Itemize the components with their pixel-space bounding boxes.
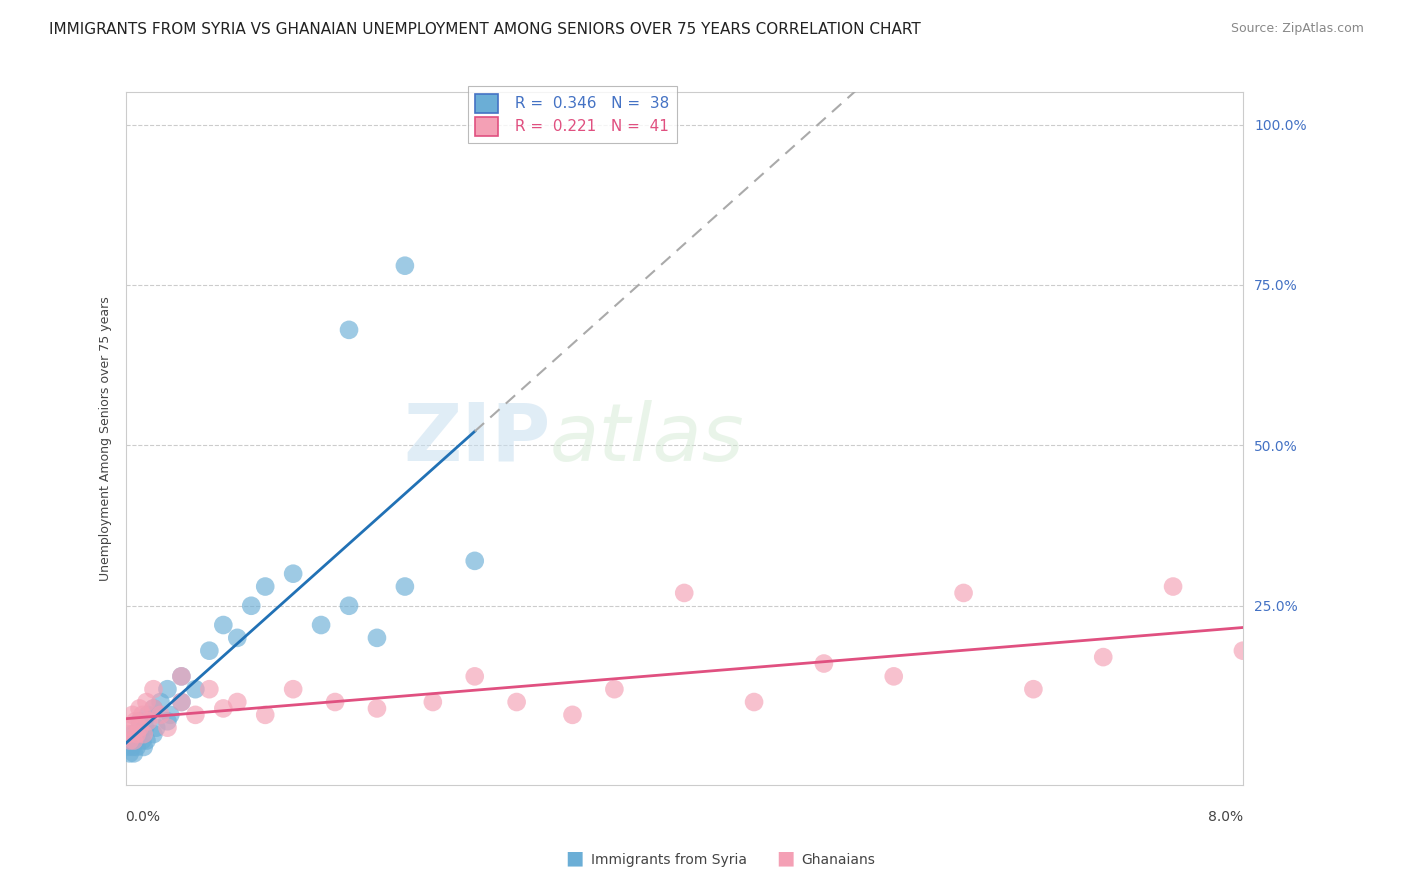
Y-axis label: Unemployment Among Seniors over 75 years: Unemployment Among Seniors over 75 years xyxy=(100,296,112,582)
Point xyxy=(240,599,263,613)
Point xyxy=(142,682,165,697)
Point xyxy=(132,739,155,754)
Point xyxy=(132,727,155,741)
Point xyxy=(1092,650,1115,665)
Point xyxy=(283,566,305,581)
Point xyxy=(131,733,153,747)
Point xyxy=(394,259,416,273)
Point xyxy=(135,733,157,747)
Text: Immigrants from Syria: Immigrants from Syria xyxy=(591,853,747,867)
Point xyxy=(124,733,146,747)
Point xyxy=(212,701,235,715)
Point xyxy=(120,733,142,747)
Point xyxy=(337,323,360,337)
Point xyxy=(121,707,143,722)
Point xyxy=(337,599,360,613)
Point xyxy=(128,721,150,735)
Point xyxy=(212,618,235,632)
Point xyxy=(1232,643,1254,657)
Point xyxy=(145,721,167,735)
Point xyxy=(124,714,146,729)
Text: 0.0%: 0.0% xyxy=(125,810,160,823)
Point xyxy=(120,721,142,735)
Point xyxy=(128,714,150,729)
Point xyxy=(813,657,835,671)
Point xyxy=(156,721,179,735)
Point xyxy=(170,669,193,683)
Point xyxy=(561,707,583,722)
Point xyxy=(122,747,145,761)
Point xyxy=(159,707,181,722)
Point xyxy=(142,727,165,741)
Text: 8.0%: 8.0% xyxy=(1208,810,1243,823)
Point xyxy=(184,707,207,722)
Point xyxy=(742,695,765,709)
Point xyxy=(422,695,444,709)
Point xyxy=(149,707,172,722)
Point xyxy=(125,727,148,741)
Point xyxy=(142,701,165,715)
Text: ■: ■ xyxy=(565,848,583,867)
Point xyxy=(134,721,156,735)
Point xyxy=(1161,580,1184,594)
Point xyxy=(117,727,139,741)
Point xyxy=(226,695,249,709)
Point xyxy=(464,669,486,683)
Point xyxy=(121,727,143,741)
Point xyxy=(366,631,388,645)
Point xyxy=(323,695,346,709)
Point xyxy=(128,727,150,741)
Point xyxy=(149,695,172,709)
Point xyxy=(117,739,139,754)
Text: IMMIGRANTS FROM SYRIA VS GHANAIAN UNEMPLOYMENT AMONG SENIORS OVER 75 YEARS CORRE: IMMIGRANTS FROM SYRIA VS GHANAIAN UNEMPL… xyxy=(49,22,921,37)
Point xyxy=(121,739,143,754)
Point xyxy=(142,701,165,715)
Point xyxy=(226,631,249,645)
Point xyxy=(125,739,148,754)
Point xyxy=(394,580,416,594)
Point xyxy=(366,701,388,715)
Point xyxy=(170,695,193,709)
Point xyxy=(673,586,696,600)
Point xyxy=(170,695,193,709)
Point xyxy=(464,554,486,568)
Point xyxy=(254,707,277,722)
Point xyxy=(118,747,141,761)
Point xyxy=(254,580,277,594)
Text: Ghanaians: Ghanaians xyxy=(801,853,876,867)
Point xyxy=(505,695,527,709)
Point xyxy=(283,682,305,697)
Point xyxy=(118,733,141,747)
Point xyxy=(122,733,145,747)
Point xyxy=(952,586,974,600)
Point xyxy=(883,669,905,683)
Point xyxy=(198,643,221,657)
Point xyxy=(1022,682,1045,697)
Legend:  R =  0.346   N =  38,  R =  0.221   N =  41: R = 0.346 N = 38, R = 0.221 N = 41 xyxy=(468,87,678,144)
Text: ZIP: ZIP xyxy=(404,400,550,478)
Point xyxy=(136,714,159,729)
Point xyxy=(603,682,626,697)
Text: ■: ■ xyxy=(776,848,794,867)
Point xyxy=(128,701,150,715)
Point xyxy=(309,618,332,632)
Point xyxy=(156,714,179,729)
Text: atlas: atlas xyxy=(550,400,745,478)
Point xyxy=(156,682,179,697)
Point xyxy=(170,669,193,683)
Point xyxy=(136,707,159,722)
Point xyxy=(131,707,153,722)
Point xyxy=(135,695,157,709)
Text: Source: ZipAtlas.com: Source: ZipAtlas.com xyxy=(1230,22,1364,36)
Point xyxy=(184,682,207,697)
Point xyxy=(198,682,221,697)
